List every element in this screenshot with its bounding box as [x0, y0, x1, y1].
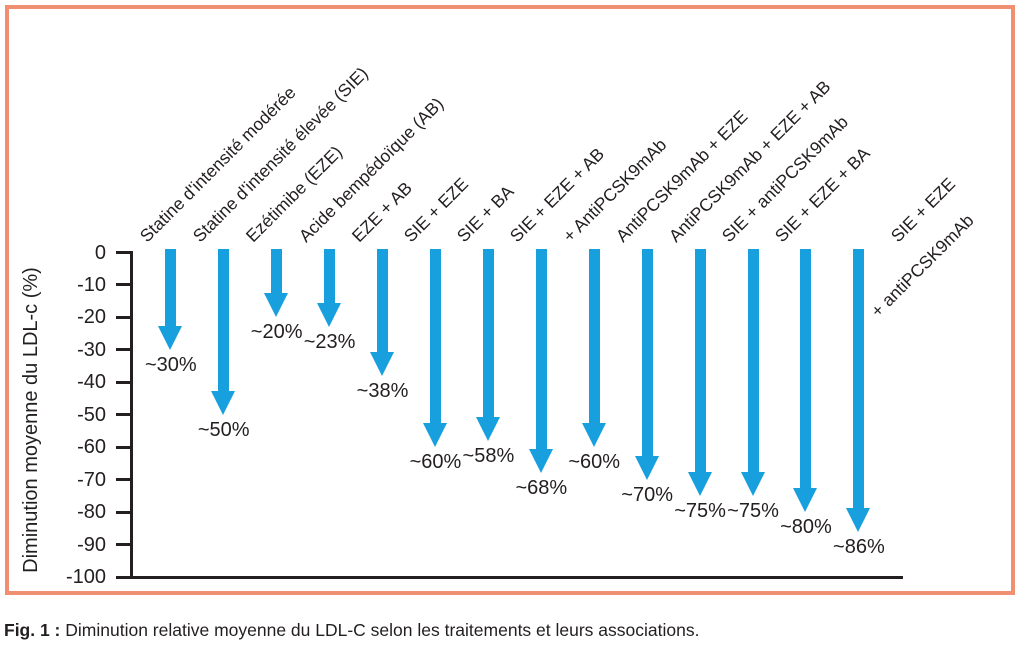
- value-label: ~23%: [303, 331, 356, 354]
- arrow-shaft: [694, 249, 706, 474]
- y-tick-label: -40: [77, 371, 106, 394]
- arrow-head: [581, 423, 606, 448]
- arrow-shaft: [324, 249, 336, 306]
- x-axis-line: [124, 576, 903, 579]
- y-tick-label: -100: [65, 566, 106, 588]
- arrow-shaft: [535, 249, 547, 452]
- caption-text: Diminution relative moyenne du LDL-C sel…: [65, 620, 700, 640]
- treatment-arrow: [475, 249, 501, 441]
- y-axis-tick: [116, 445, 130, 449]
- y-axis-tick: [116, 478, 130, 482]
- y-axis-tick: [116, 283, 130, 287]
- treatment-arrow: [211, 249, 236, 415]
- treatment-arrow: [634, 249, 660, 480]
- arrow-head: [793, 488, 818, 513]
- y-axis-tick: [116, 315, 130, 319]
- value-label: ~38%: [356, 379, 409, 402]
- arrow-head: [264, 293, 289, 318]
- arrow-shaft: [747, 249, 759, 474]
- y-axis-tick: [116, 380, 130, 384]
- y-tick-label: -80: [77, 501, 106, 524]
- arrow-head: [158, 325, 183, 350]
- arrow-head: [687, 471, 712, 496]
- arrow-shaft: [482, 249, 494, 419]
- y-axis-tick: [116, 543, 130, 547]
- arrow-shaft: [641, 249, 653, 458]
- treatment-arrow: [793, 249, 818, 513]
- arrow-shaft: [218, 249, 230, 393]
- arrow-shaft: [853, 249, 865, 510]
- arrow-head: [370, 351, 395, 376]
- value-label: ~20%: [250, 321, 303, 344]
- y-axis-tick: [116, 251, 130, 254]
- value-label: ~75%: [674, 499, 726, 522]
- value-label: ~30%: [144, 353, 197, 376]
- y-axis-title: Diminution moyenne du LDL-c (%): [20, 267, 42, 573]
- value-label: ~58%: [462, 444, 515, 467]
- treatment-arrow: [846, 249, 871, 532]
- value-label: ~86%: [833, 535, 885, 558]
- caption-prefix: Fig. 1 :: [4, 620, 61, 640]
- arrow-shaft: [588, 249, 600, 426]
- treatment-arrow: [581, 249, 607, 448]
- y-axis-line: [130, 251, 133, 578]
- arrow-shaft: [377, 249, 389, 354]
- treatment-arrow: [158, 249, 183, 350]
- y-tick-label: -10: [77, 273, 106, 296]
- arrow-head: [740, 471, 765, 496]
- arrow-shaft: [165, 249, 177, 328]
- value-label: ~80%: [780, 516, 832, 539]
- y-tick-label: -20: [77, 306, 106, 329]
- y-tick-label: -30: [77, 338, 106, 361]
- treatment-arrow: [528, 249, 554, 474]
- value-label: ~68%: [515, 477, 568, 500]
- arrow-head: [475, 416, 500, 441]
- treatment-arrow: [370, 249, 395, 376]
- arrow-head: [634, 455, 659, 480]
- treatment-arrow: [264, 249, 289, 318]
- treatment-arrow: [422, 249, 448, 448]
- arrow-head: [211, 390, 236, 415]
- value-label: ~60%: [409, 451, 462, 474]
- arrow-head: [317, 303, 342, 328]
- arrow-head: [422, 423, 447, 448]
- y-axis-tick: [116, 575, 130, 579]
- figure-caption: Fig. 1 : Diminution relative moyenne du …: [4, 618, 699, 642]
- y-axis-tick: [116, 348, 130, 352]
- y-tick-label: -50: [77, 403, 106, 426]
- value-label: ~60%: [568, 451, 621, 474]
- arrow-head: [528, 449, 553, 474]
- treatment-arrow: [317, 249, 342, 328]
- y-axis-tick: [116, 413, 130, 417]
- arrow-shaft: [800, 249, 812, 491]
- arrow-head: [846, 507, 871, 532]
- value-label: ~75%: [727, 499, 779, 522]
- treatment-arrow: [740, 249, 766, 496]
- arrow-shaft: [271, 249, 283, 296]
- y-tick-label: -60: [77, 436, 106, 459]
- y-tick-label: -70: [77, 468, 106, 491]
- value-label: ~50%: [197, 418, 250, 441]
- y-tick-label: 0: [94, 241, 106, 264]
- arrow-shaft: [429, 249, 441, 426]
- treatment-arrow: [687, 249, 713, 496]
- value-label: ~70%: [621, 483, 674, 506]
- y-tick-label: -90: [77, 533, 106, 556]
- y-axis-tick: [116, 510, 130, 514]
